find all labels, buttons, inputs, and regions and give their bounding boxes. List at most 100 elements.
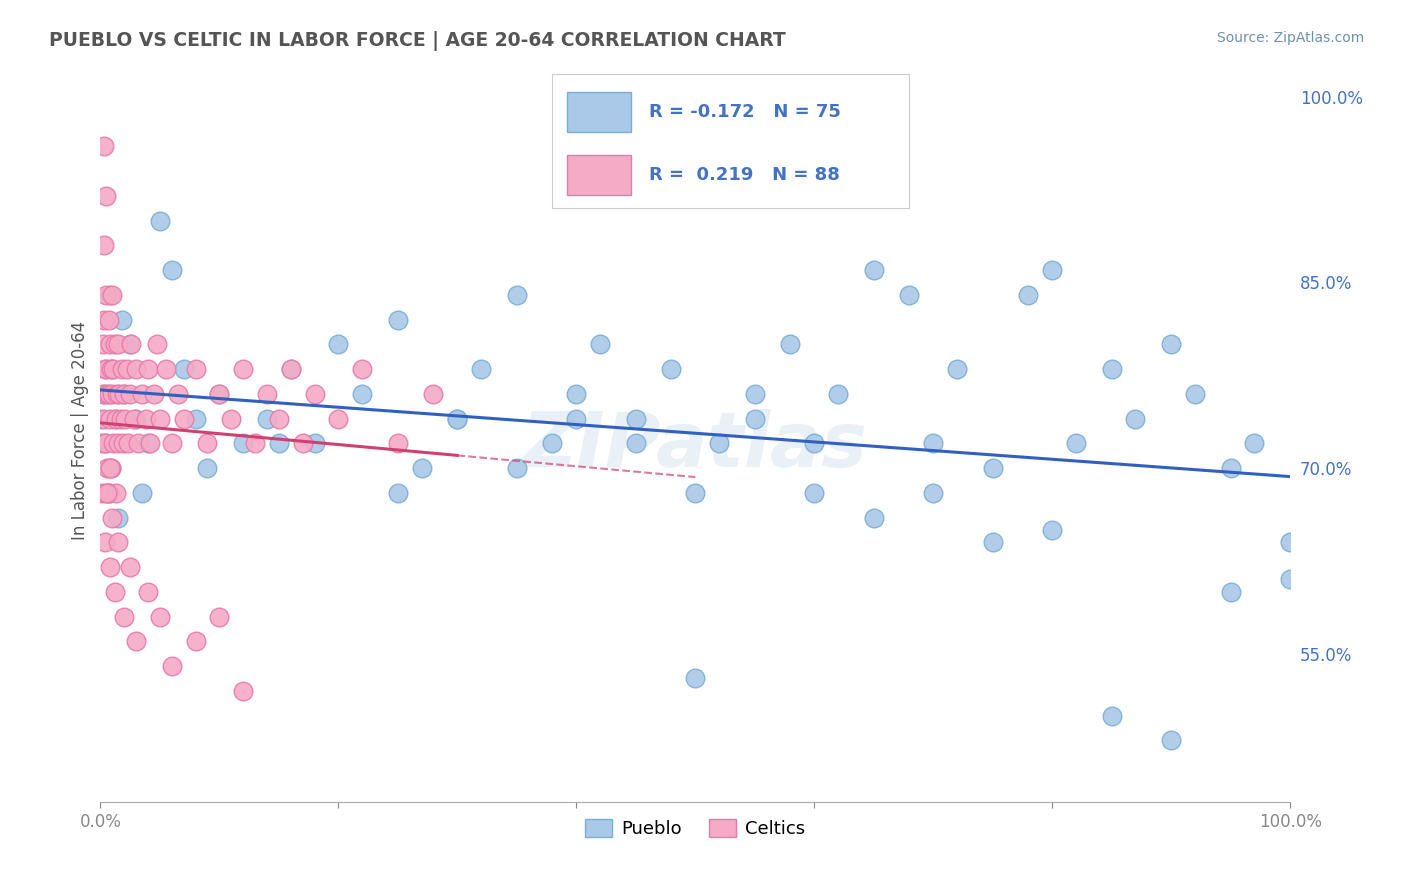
Point: [127, 436, 149, 450]
Point: [922, 485, 945, 500]
Point: [112, 386, 135, 401]
Point: [197, 461, 219, 475]
Point: [1243, 436, 1265, 450]
Point: [96, 287, 118, 301]
Point: [142, 386, 165, 401]
Point: [93, 411, 115, 425]
Point: [862, 263, 884, 277]
Point: [267, 411, 290, 425]
Point: [94, 535, 117, 549]
Point: [90, 436, 112, 450]
Point: [155, 362, 177, 376]
Point: [104, 411, 127, 425]
Point: [104, 485, 127, 500]
Point: [136, 362, 159, 376]
Point: [96, 386, 118, 401]
Point: [1017, 287, 1039, 301]
Point: [981, 461, 1004, 475]
Point: [232, 362, 254, 376]
Point: [243, 436, 266, 450]
Point: [506, 287, 529, 301]
Point: [112, 609, 135, 624]
Point: [232, 684, 254, 698]
Point: [98, 560, 121, 574]
Point: [744, 411, 766, 425]
Point: [115, 362, 138, 376]
Point: [352, 386, 374, 401]
Point: [352, 362, 374, 376]
Point: [97, 312, 120, 326]
Point: [98, 337, 121, 351]
Point: [304, 386, 326, 401]
Point: [97, 485, 120, 500]
Point: [93, 312, 115, 326]
Point: [1101, 362, 1123, 376]
Point: [256, 411, 278, 425]
Point: [565, 411, 588, 425]
Point: [1101, 708, 1123, 723]
Point: [149, 411, 172, 425]
Point: [304, 436, 326, 450]
Point: [114, 411, 136, 425]
Point: [1279, 535, 1302, 549]
Point: [101, 362, 124, 376]
Point: [91, 337, 114, 351]
Point: [803, 485, 825, 500]
Point: [104, 585, 127, 599]
Point: [160, 659, 183, 673]
Point: [125, 634, 148, 648]
Point: [100, 362, 122, 376]
Point: [93, 139, 115, 153]
Point: [160, 436, 183, 450]
Point: [122, 411, 145, 425]
Point: [136, 585, 159, 599]
Point: [104, 411, 127, 425]
Point: [280, 362, 302, 376]
Point: [166, 386, 188, 401]
Text: ZIPatlas: ZIPatlas: [522, 409, 869, 483]
Point: [981, 535, 1004, 549]
Point: [184, 362, 207, 376]
Point: [280, 362, 302, 376]
Point: [184, 634, 207, 648]
Point: [107, 337, 129, 351]
Point: [93, 386, 115, 401]
Point: [111, 436, 134, 450]
Point: [541, 436, 564, 450]
Point: [120, 337, 142, 351]
Point: [96, 436, 118, 450]
Point: [898, 287, 921, 301]
Point: [173, 411, 195, 425]
Point: [387, 312, 409, 326]
Point: [131, 386, 153, 401]
Point: [101, 386, 124, 401]
Point: [104, 337, 127, 351]
Point: [1160, 733, 1182, 747]
Point: [197, 436, 219, 450]
Point: [219, 411, 242, 425]
Point: [149, 609, 172, 624]
Point: [112, 386, 135, 401]
Point: [946, 362, 969, 376]
Point: [96, 188, 118, 202]
Point: [1125, 411, 1147, 425]
Point: [470, 362, 492, 376]
Point: [624, 436, 647, 450]
Point: [827, 386, 849, 401]
Point: [125, 362, 148, 376]
Point: [90, 485, 112, 500]
Point: [446, 411, 468, 425]
Point: [1040, 523, 1063, 537]
Point: [1160, 337, 1182, 351]
Point: [707, 436, 730, 450]
Point: [387, 485, 409, 500]
Point: [120, 386, 142, 401]
Legend: Pueblo, Celtics: Pueblo, Celtics: [578, 812, 813, 846]
Point: [94, 436, 117, 450]
Point: [110, 411, 132, 425]
Point: [101, 287, 124, 301]
Point: [1279, 573, 1302, 587]
Point: [139, 436, 162, 450]
Point: [107, 510, 129, 524]
Point: [98, 287, 121, 301]
